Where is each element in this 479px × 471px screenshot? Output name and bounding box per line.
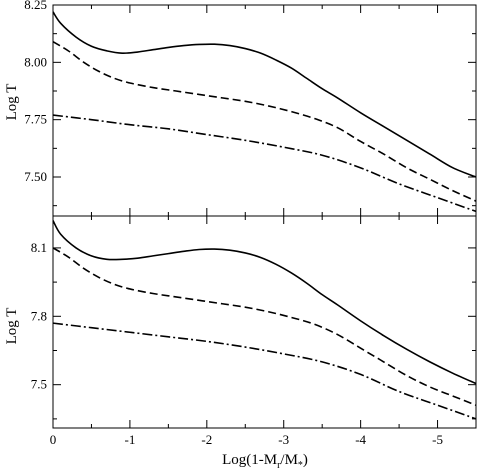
x-tick-label: -1 [124,432,135,447]
x-axis-title-sub-r: r [277,460,281,471]
series-dashdot-bottom [52,322,477,420]
x-tick-label: 0 [50,432,57,447]
y-tick-label-bottom: 7.5 [31,377,47,392]
x-axis-title-close: ) [303,452,308,468]
y-tick-label-top: 7.50 [24,169,47,184]
y-axis-title-bottom: Log T [4,308,20,345]
series-dashed-top [52,41,477,202]
x-axis-title-slash: /M [280,452,298,468]
top-panel: 7.50 7.75 8.00 8.25 [24,0,477,217]
y-tick-label-bottom: 7.8 [31,308,47,323]
series-solid-top [52,11,477,178]
plot-frame-top [52,4,477,217]
y-tick-label-bottom: 8.1 [31,240,47,255]
y-tick-label-top: 8.00 [24,54,47,69]
series-solid-bottom [52,220,477,385]
y-tick-label-top: 8.25 [24,0,47,12]
x-tick-label: -3 [278,432,289,447]
x-axis-title: Log(1-Mr/M*) [222,452,308,471]
x-tick-label: -5 [432,432,443,447]
series-dashdot-top [52,114,477,213]
x-tick-label: -2 [201,432,212,447]
series-dashed-bottom [52,247,477,406]
y-tick-label-top: 7.75 [24,112,47,127]
bottom-panel: 7.5 7.8 8.1 0 -1 -2 -3 -4 -5 [31,215,477,447]
x-tick-label: -4 [355,432,366,447]
x-axis-title-sub-star: * [298,460,303,471]
plot-frame-bottom [52,215,477,429]
y-axis-title-top: Log T [4,84,20,121]
